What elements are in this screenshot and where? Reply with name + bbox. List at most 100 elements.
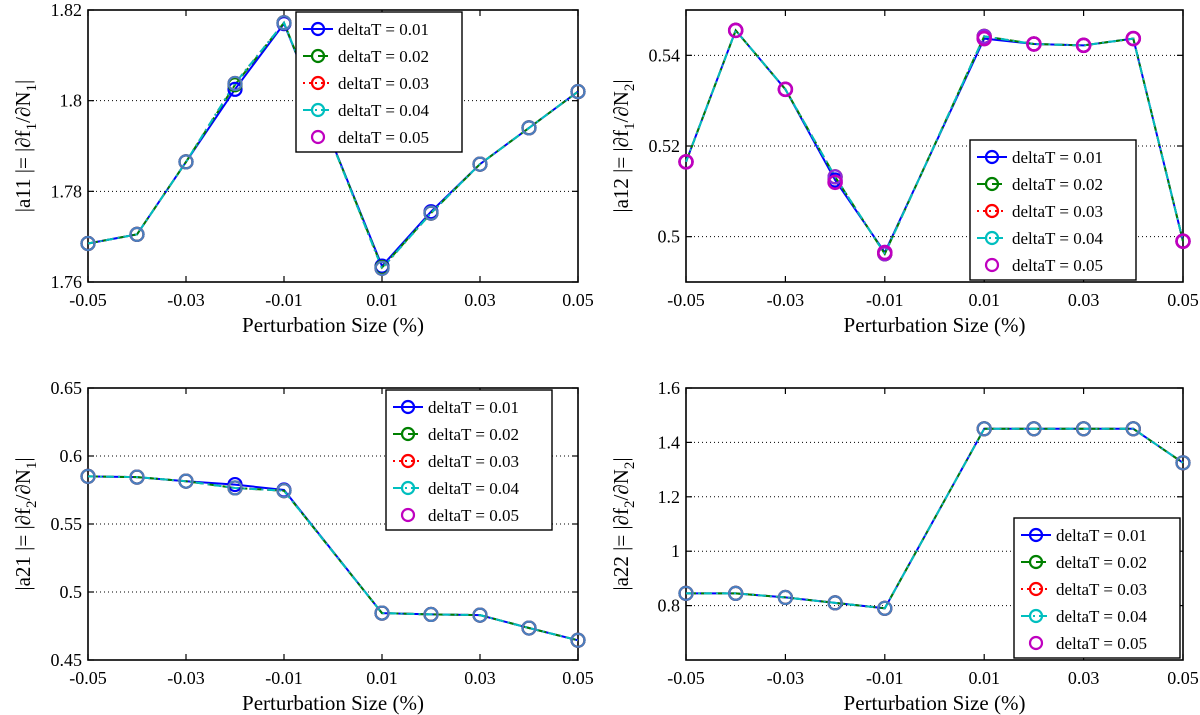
x-tick-label: -0.03 (767, 290, 805, 310)
legend-entry-label: deltaT = 0.03 (1056, 580, 1147, 599)
legend-entry-label: deltaT = 0.03 (428, 452, 519, 471)
data-point-marker (1026, 36, 1042, 52)
legend-marker-3 (310, 75, 326, 91)
y-axis-label-part: | (609, 457, 633, 461)
y-tick-label: 0.65 (51, 378, 83, 398)
legend-marker-3 (1028, 581, 1044, 597)
data-point-marker (1075, 37, 1092, 54)
y-axis-label-part: | (11, 457, 35, 461)
data-point-marker (472, 607, 488, 623)
y-axis-label: |a11 |= |∂f1/∂N1| (11, 80, 40, 212)
y-tick-label: 0.55 (51, 514, 83, 534)
legend-entry-label: deltaT = 0.05 (338, 128, 429, 147)
y-tick-label: 1.4 (658, 432, 681, 452)
x-tick-label: 0.01 (968, 668, 1000, 688)
data-point-marker (1125, 30, 1142, 47)
y-tick-label: 1 (671, 541, 680, 561)
y-axis-label-part: 1 (24, 84, 40, 92)
y-tick-label: 1.82 (51, 0, 83, 20)
series-line-4 (685, 28, 1184, 256)
legend-marker-1 (400, 399, 416, 415)
data-point-marker (1125, 421, 1141, 437)
x-tick-label: -0.03 (167, 290, 205, 310)
legend: deltaT = 0.01 deltaT = 0.02 deltaT = 0.03 d… (1013, 517, 1181, 659)
legend-entry-label: deltaT = 0.04 (428, 479, 519, 498)
data-point-marker (1175, 233, 1191, 249)
legend-entry-label: deltaT = 0.01 (1056, 526, 1147, 545)
legend: deltaT = 0.01 deltaT = 0.02 deltaT = 0.03 d… (295, 11, 463, 153)
y-axis-label-part: 2 (622, 84, 638, 92)
y-axis-label-part: 2 (622, 462, 638, 470)
x-tick-label: 0.05 (1167, 290, 1199, 310)
data-point-marker (976, 30, 993, 47)
legend-box (969, 139, 1137, 281)
data-point-marker (877, 600, 893, 616)
legend-entry-label: deltaT = 0.05 (1056, 634, 1147, 653)
x-tick-label: -0.01 (265, 668, 303, 688)
y-axis-label-part: 1 (24, 123, 40, 131)
legend-marker-1 (1028, 527, 1044, 543)
legend-entry-label: deltaT = 0.01 (428, 398, 519, 417)
chart-panel-2: 0.5 0.52 0.54 -0.05 -0.03 -0.01 0.01 0.03 0.05 Pe… (609, 9, 1199, 337)
x-tick-label: 0.03 (1068, 290, 1100, 310)
data-point-marker (80, 468, 96, 484)
legend-entry-label: deltaT = 0.01 (338, 20, 429, 39)
data-point-marker (374, 260, 390, 276)
data-point-marker (1075, 421, 1092, 437)
legend-entry-label: deltaT = 0.03 (338, 74, 429, 93)
y-axis-label: |a22 |= |∂f2/∂N2| (609, 457, 638, 590)
y-axis-label-part: |a12 |= |∂f (609, 130, 633, 213)
data-point-marker (827, 595, 843, 611)
legend-marker-5 (984, 257, 1000, 273)
data-point-marker (1175, 455, 1191, 471)
x-tick-label: 0.01 (366, 668, 398, 688)
x-tick-label: 0.01 (366, 290, 398, 310)
data-point-marker (521, 620, 537, 636)
y-tick-label: 1.6 (658, 378, 681, 398)
data-point-marker (423, 205, 439, 221)
y-tick-label: 0.8 (658, 596, 681, 616)
x-axis-label: Perturbation Size (%) (242, 313, 424, 337)
x-tick-label: -0.01 (265, 290, 303, 310)
data-point-marker (876, 244, 893, 261)
legend-entry-label: deltaT = 0.02 (338, 47, 429, 66)
y-axis-label-part: | (11, 80, 35, 84)
chart-panel-1: 1.76 1.78 1.8 1.82 -0.05 -0.03 -0.01 0.01 0.03 0.… (11, 0, 594, 337)
x-tick-label: 0.05 (562, 668, 594, 688)
x-tick-label: 0.05 (562, 290, 594, 310)
data-point-marker (827, 169, 843, 185)
y-axis-label-part: /∂N (11, 91, 35, 122)
legend: deltaT = 0.01 deltaT = 0.02 deltaT = 0.03 d… (385, 389, 553, 531)
data-point-marker (678, 154, 694, 170)
y-axis-label-part: 2 (24, 500, 40, 508)
legend-marker-2 (400, 426, 416, 442)
plot-frame (685, 387, 1184, 661)
x-tick-label: -0.03 (167, 668, 205, 688)
data-point-marker (728, 585, 744, 601)
y-axis-label-part: /∂N (609, 91, 633, 122)
legend-marker-5 (400, 507, 416, 523)
legend-marker-4 (984, 230, 1000, 246)
x-tick-label: 0.05 (1167, 668, 1199, 688)
legend-marker-2 (310, 48, 326, 64)
legend-entry-label: deltaT = 0.04 (338, 101, 429, 120)
y-tick-label: 0.6 (60, 446, 83, 466)
y-tick-label: 0.45 (51, 650, 83, 670)
y-tick-label: 0.5 (658, 227, 681, 247)
data-point-marker (129, 226, 145, 242)
plot-frame (87, 9, 579, 283)
legend-entry-label: deltaT = 0.04 (1012, 229, 1103, 248)
legend-marker-3 (400, 453, 416, 469)
x-tick-label: -0.03 (767, 668, 805, 688)
legend-marker-4 (400, 480, 416, 496)
legend-marker-3 (984, 203, 1000, 219)
legend-entry-label: deltaT = 0.05 (1012, 256, 1103, 275)
legend-entry-label: deltaT = 0.05 (428, 506, 519, 525)
data-point-marker (570, 632, 586, 648)
data-point-marker (423, 606, 439, 623)
data-point-marker (227, 75, 243, 92)
data-point-marker (777, 81, 794, 98)
data-point-marker (1026, 421, 1042, 437)
legend-marker-2 (984, 176, 1000, 192)
